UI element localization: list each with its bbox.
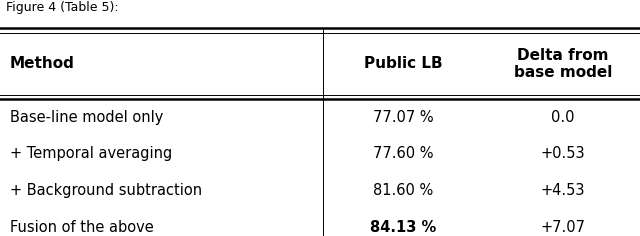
Text: Delta from
base model: Delta from base model [514,47,612,80]
Text: Base-line model only: Base-line model only [10,110,163,125]
Text: + Background subtraction: + Background subtraction [10,183,202,198]
Text: Public LB: Public LB [364,56,442,71]
Text: 77.60 %: 77.60 % [373,147,433,161]
Text: +4.53: +4.53 [541,183,586,198]
Text: 84.13 %: 84.13 % [370,220,436,235]
Text: + Temporal averaging: + Temporal averaging [10,147,172,161]
Text: Figure 4 (Table 5):: Figure 4 (Table 5): [6,1,119,14]
Text: Fusion of the above: Fusion of the above [10,220,154,235]
Text: +7.07: +7.07 [541,220,586,235]
Text: 0.0: 0.0 [552,110,575,125]
Text: +0.53: +0.53 [541,147,586,161]
Text: 77.07 %: 77.07 % [373,110,433,125]
Text: Method: Method [10,56,74,71]
Text: 81.60 %: 81.60 % [373,183,433,198]
